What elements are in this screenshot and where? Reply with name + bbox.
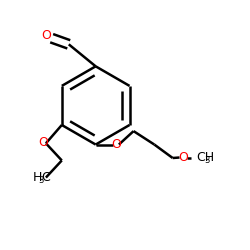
Text: H: H — [32, 171, 42, 184]
Text: O: O — [41, 29, 51, 42]
Text: 3: 3 — [204, 156, 209, 165]
Text: O: O — [178, 150, 188, 164]
Text: C: C — [42, 171, 50, 184]
Text: 3: 3 — [38, 176, 44, 185]
Text: O: O — [111, 138, 121, 150]
Text: O: O — [38, 136, 48, 149]
Text: CH: CH — [196, 151, 214, 164]
